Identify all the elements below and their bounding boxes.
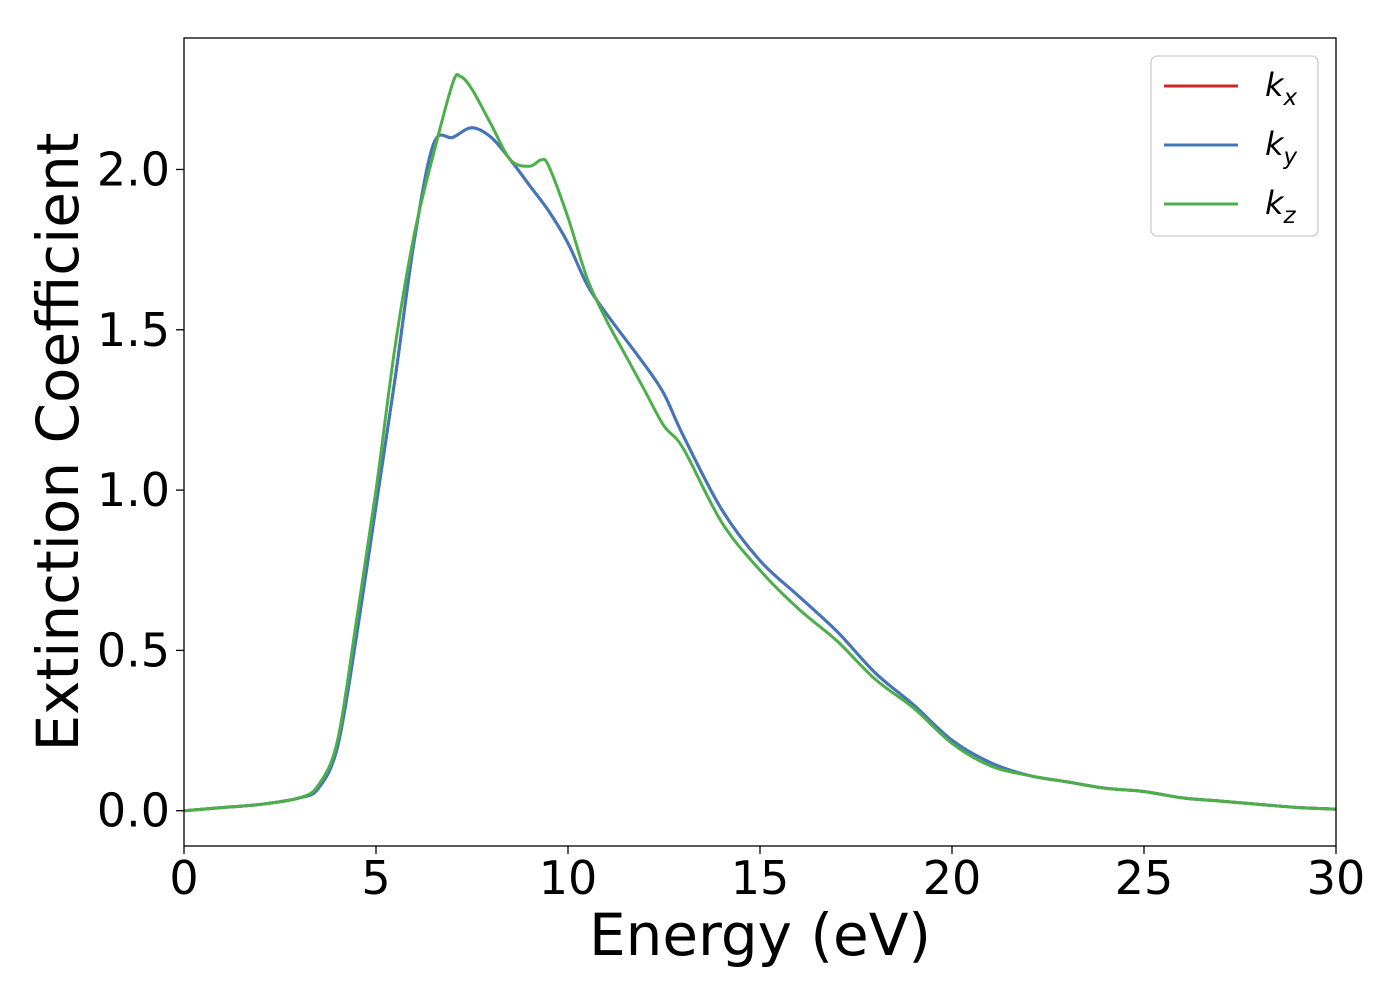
x-tick-label: 20 [923,851,982,905]
axes: 0 5 10 15 20 25 30 0.0 0.5 1.0 1.5 2.0 [97,37,1366,905]
y-tick-label: 1.0 [97,463,170,517]
legend-label-y: ky [1265,125,1298,170]
x-tick-label: 15 [731,851,790,905]
plot-area [184,72,1336,813]
y-tick-label: 0.0 [97,784,170,838]
y-axis-title: Extinction Coefficient [24,133,92,752]
y-tick-label: 1.5 [97,303,170,357]
x-tick-label: 10 [539,851,598,905]
y-tick-label: 0.5 [97,623,170,677]
x-tick-label: 25 [1115,851,1174,905]
x-tick-label: 5 [361,851,390,905]
legend-label-z: kz [1265,184,1297,229]
x-tick-label: 30 [1307,851,1366,905]
legend: kx ky kz [1150,55,1319,237]
y-tick-label: 2.0 [97,142,170,196]
x-axis-title: Energy (eV) [589,901,931,969]
legend-label-x: kx [1265,66,1298,111]
x-tick-label: 0 [169,851,198,905]
series-line-z [184,72,1336,813]
